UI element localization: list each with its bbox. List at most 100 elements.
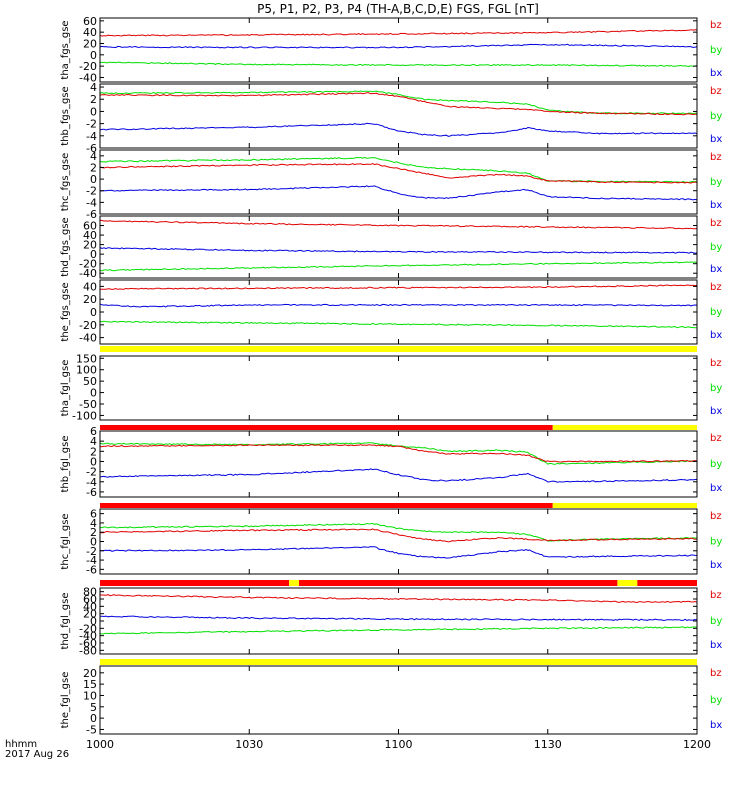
y-tick-label: -4: [86, 130, 97, 143]
flag-segment-yellow: [100, 659, 697, 665]
legend-bz: bz: [710, 433, 722, 444]
y-tick-label: 80: [83, 586, 97, 599]
y-tick-label: 4: [90, 81, 97, 94]
x-axis: 1000 1030 1100 1130 1200: [86, 738, 711, 751]
legend-bx: bx: [710, 330, 722, 341]
y-tick-label: -40: [79, 71, 97, 84]
y-tick-label: 0: [90, 455, 97, 468]
y-tick-label: -2: [86, 466, 97, 479]
y-tick-label: -4: [86, 476, 97, 489]
panel-thb-fgs-gse: 420-2-4-6 thb_fgs_gse bz by bx: [60, 81, 722, 155]
panel-thc-fgs-gse: 420-2-4-6 thc_fgs_gse bz by bx: [60, 149, 722, 221]
series-bz-line: [99, 29, 698, 37]
series-bz-line: [99, 594, 698, 604]
y-tick-label: 60: [83, 220, 97, 233]
y-tick-label: -20: [79, 258, 97, 271]
y-tick-label: 60: [83, 15, 97, 28]
flag-segment-red: [100, 503, 553, 508]
y-tick-label: 4: [90, 517, 97, 530]
legend-by: by: [710, 616, 722, 627]
panel-frame: [99, 279, 698, 345]
y-tick-label: -20: [79, 60, 97, 73]
panel-frame: [99, 83, 698, 149]
y-axis-label: thd_fgs_gse: [60, 217, 71, 276]
y-tick-label: 2: [90, 526, 97, 539]
y-tick-label: 20: [83, 37, 97, 50]
y-tick-label: 0: [90, 615, 97, 628]
series-bz-line: [99, 162, 698, 184]
legend-bx: bx: [710, 483, 722, 494]
y-tick-label: 20: [83, 608, 97, 621]
legend-bz: bz: [710, 511, 722, 522]
plot-title: P5, P1, P2, P3, P4 (TH-A,B,C,D,E) FGS, F…: [257, 2, 539, 16]
y-tick-label: 2: [90, 93, 97, 106]
y-tick-label: 4: [90, 150, 97, 163]
legend-bz: bz: [710, 668, 722, 679]
legend-by: by: [710, 459, 722, 470]
y-tick-label: 100: [76, 364, 97, 377]
flag-segment-red: [299, 580, 618, 586]
y-tick-label: -6: [86, 142, 97, 155]
y-axis-label: thb_fgl_gse: [60, 436, 71, 493]
series-bz-line: [99, 219, 698, 230]
series-bx-line: [99, 546, 698, 559]
y-tick-label: 15: [83, 678, 97, 691]
legend-by: by: [710, 695, 722, 706]
series-bz-line: [99, 528, 698, 543]
legend-bz: bz: [710, 218, 722, 229]
y-tick-label: 0: [90, 536, 97, 549]
legend-bx: bx: [710, 720, 722, 731]
x-axis-label-hhmm: hhmm: [5, 739, 37, 750]
x-tick-label: 1030: [235, 738, 263, 751]
panel-frame: [99, 430, 698, 498]
series-by-line: [99, 626, 697, 635]
flag-segment-red: [100, 580, 290, 586]
y-tick-label: -40: [79, 332, 97, 345]
legend-bz: bz: [710, 86, 722, 97]
y-tick-label: -4: [86, 554, 97, 567]
y-axis-label: tha_fgs_gse: [60, 20, 71, 79]
y-axis-label: thb_fgs_gse: [60, 86, 71, 145]
y-tick-label: -2: [86, 118, 97, 131]
y-tick-label: -40: [79, 267, 97, 280]
series-bx-line: [99, 615, 698, 621]
flag-segment-yellow: [100, 346, 697, 352]
y-tick-label: 40: [83, 229, 97, 242]
x-tick-label: 1000: [86, 738, 114, 751]
y-tick-label: 0: [90, 105, 97, 118]
y-axis-label: the_fgl_gse: [60, 672, 71, 729]
legend-bx: bx: [710, 200, 722, 211]
x-tick-label: 1130: [534, 738, 562, 751]
legend-bz: bz: [710, 590, 722, 601]
y-tick-label: 20: [83, 667, 97, 680]
legend-bz: bz: [710, 152, 722, 163]
flag-segment-yellow: [617, 580, 638, 586]
y-tick-label: -6: [86, 563, 97, 576]
flag-segment-yellow: [552, 503, 697, 508]
legend-bx: bx: [710, 134, 722, 145]
y-tick-label: 5: [90, 701, 97, 714]
y-tick-label: 2: [90, 445, 97, 458]
panel-frame: [99, 17, 698, 83]
y-tick-label: 6: [90, 425, 97, 438]
panel-frame: [99, 665, 698, 735]
series-bz-line: [99, 92, 698, 116]
y-tick-label: 150: [76, 352, 97, 365]
panel-frame: [99, 587, 698, 655]
y-tick-label: -20: [79, 622, 97, 635]
series-bz-line: [99, 284, 698, 291]
series-bz-line: [99, 444, 698, 463]
y-tick-label: -2: [86, 185, 97, 198]
series-bx-line: [99, 247, 698, 254]
series-bx-line: [99, 43, 698, 49]
legend-bx: bx: [710, 640, 722, 651]
series-by-line: [99, 156, 698, 183]
y-tick-label: 50: [83, 375, 97, 388]
y-tick-label: 0: [90, 306, 97, 319]
series-bx-line: [99, 303, 698, 308]
y-axis-label: thc_fgl_gse: [60, 513, 71, 569]
